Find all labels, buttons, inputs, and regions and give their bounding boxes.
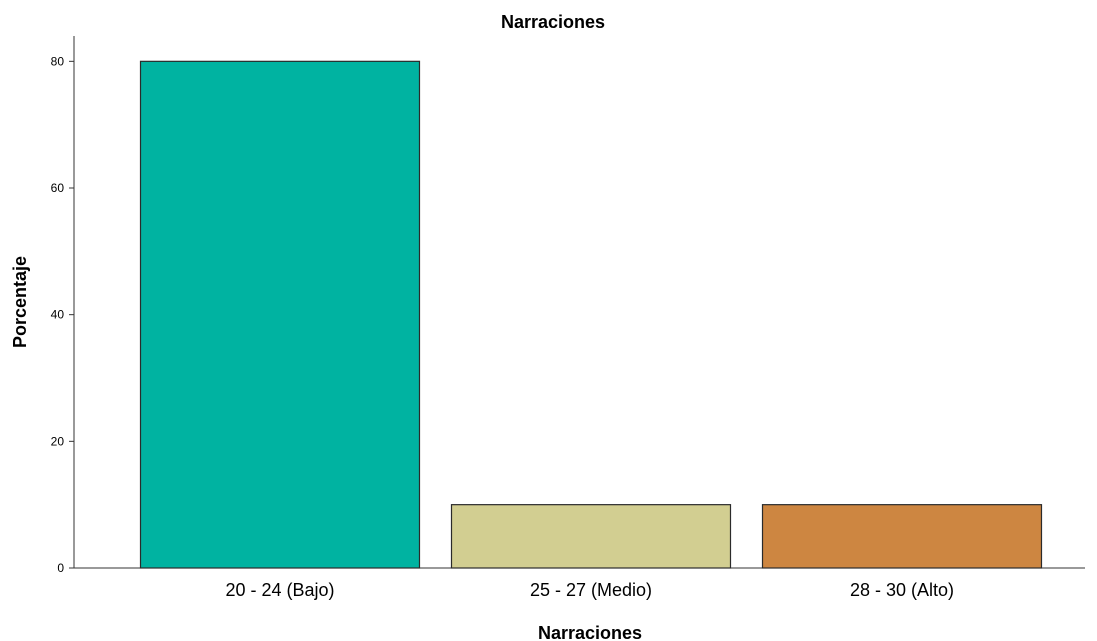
chart-title: Narraciones xyxy=(501,12,605,32)
y-axis-ticks: 0 20 40 60 80 xyxy=(51,54,74,575)
x-tick-label: 20 - 24 (Bajo) xyxy=(225,580,334,600)
x-tick-label: 28 - 30 (Alto) xyxy=(850,580,954,600)
bar xyxy=(450,504,732,569)
y-axis-label: Porcentaje xyxy=(10,256,30,348)
x-axis-ticks: 20 - 24 (Bajo) 25 - 27 (Medio) 28 - 30 (Al… xyxy=(225,580,954,600)
y-tick-label: 40 xyxy=(51,308,65,322)
bar xyxy=(139,60,421,569)
y-tick-label: 80 xyxy=(51,54,65,68)
y-tick-label: 60 xyxy=(51,181,65,195)
y-tick-label: 0 xyxy=(57,561,64,575)
bar xyxy=(761,504,1043,569)
y-tick-label: 20 xyxy=(51,434,65,448)
x-axis-label: Narraciones xyxy=(538,623,642,641)
bars xyxy=(139,60,1043,569)
x-tick-label: 25 - 27 (Medio) xyxy=(530,580,652,600)
